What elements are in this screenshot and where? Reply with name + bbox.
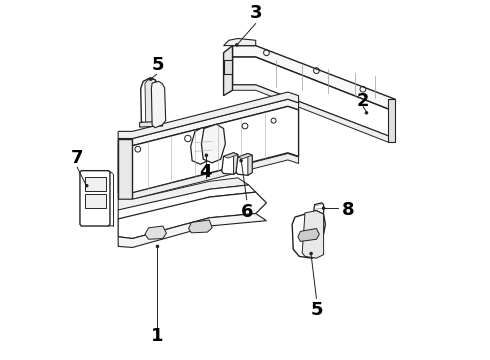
- Polygon shape: [232, 57, 395, 139]
- Circle shape: [365, 111, 368, 114]
- Polygon shape: [298, 229, 319, 242]
- Polygon shape: [314, 203, 323, 214]
- Polygon shape: [302, 211, 323, 258]
- Text: 3: 3: [249, 4, 262, 22]
- Polygon shape: [223, 46, 232, 96]
- Text: 1: 1: [151, 327, 164, 345]
- Polygon shape: [118, 153, 298, 199]
- Polygon shape: [222, 153, 238, 174]
- Polygon shape: [85, 177, 106, 191]
- Polygon shape: [118, 178, 248, 210]
- Circle shape: [309, 252, 313, 255]
- Circle shape: [149, 77, 152, 81]
- Polygon shape: [118, 192, 267, 239]
- Polygon shape: [232, 46, 395, 112]
- Circle shape: [235, 43, 239, 47]
- Circle shape: [156, 244, 159, 248]
- Polygon shape: [388, 99, 395, 142]
- Circle shape: [322, 206, 325, 210]
- Polygon shape: [223, 153, 238, 158]
- Text: 6: 6: [241, 203, 253, 221]
- Polygon shape: [85, 194, 106, 208]
- Polygon shape: [151, 81, 166, 128]
- Circle shape: [85, 184, 89, 188]
- Polygon shape: [118, 92, 298, 139]
- Text: 4: 4: [199, 163, 212, 181]
- Circle shape: [205, 153, 208, 157]
- Polygon shape: [232, 85, 395, 142]
- Text: 5: 5: [310, 301, 323, 319]
- Polygon shape: [201, 124, 225, 163]
- Polygon shape: [292, 211, 325, 258]
- Polygon shape: [118, 139, 132, 199]
- Polygon shape: [145, 226, 167, 239]
- Polygon shape: [248, 153, 252, 175]
- Text: 2: 2: [357, 92, 369, 110]
- Polygon shape: [223, 60, 232, 74]
- Text: 8: 8: [342, 201, 354, 219]
- Polygon shape: [141, 78, 159, 124]
- Polygon shape: [118, 106, 298, 193]
- Text: 7: 7: [71, 149, 83, 167]
- Polygon shape: [118, 213, 267, 247]
- Polygon shape: [145, 80, 155, 124]
- Polygon shape: [140, 121, 163, 127]
- Polygon shape: [80, 171, 110, 226]
- Text: 5: 5: [151, 56, 164, 74]
- Polygon shape: [234, 153, 238, 174]
- Polygon shape: [189, 220, 212, 233]
- Polygon shape: [118, 185, 256, 219]
- Polygon shape: [191, 128, 213, 164]
- Polygon shape: [238, 153, 252, 159]
- Circle shape: [239, 159, 243, 162]
- Polygon shape: [223, 39, 256, 46]
- Polygon shape: [236, 153, 252, 175]
- Polygon shape: [118, 99, 298, 146]
